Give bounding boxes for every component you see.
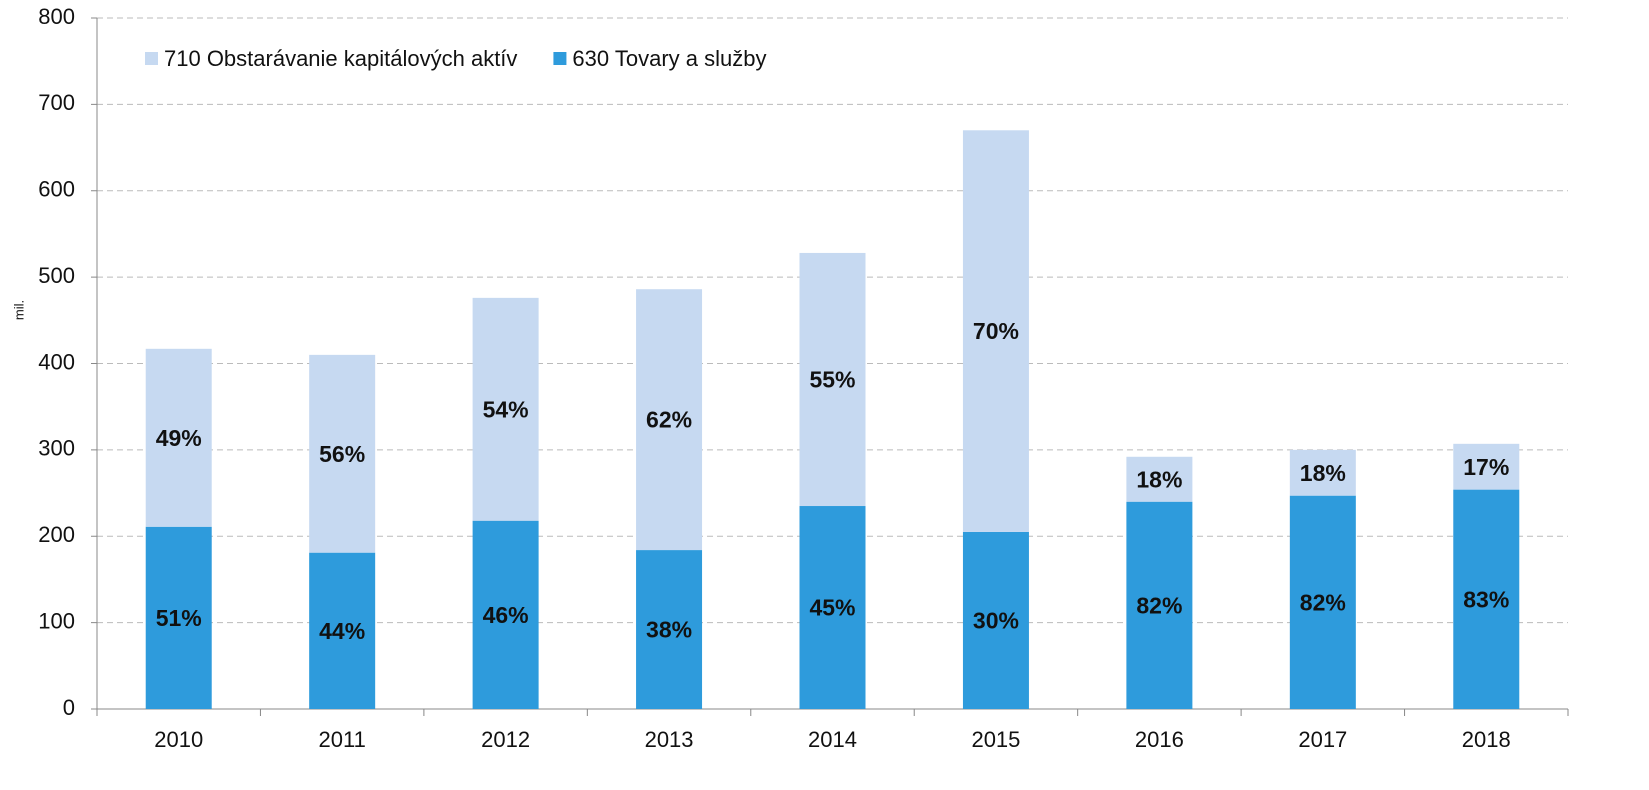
bar-segment [636, 289, 703, 551]
y-tick-label: 500 [38, 263, 75, 288]
y-tick-label: 300 [38, 436, 75, 461]
bar-segment [1453, 489, 1520, 709]
x-tick-label: 2014 [808, 727, 857, 752]
bar-segment [1453, 443, 1520, 490]
bar-segment [636, 550, 703, 709]
legend-label: 630 Tovary a služby [572, 46, 766, 71]
segment-label: 17% [1463, 454, 1509, 480]
legend-label: 710 Obstarávanie kapitálových aktív [164, 46, 517, 71]
y-tick-label: 800 [38, 4, 75, 29]
x-tick-label: 2012 [481, 727, 530, 752]
segment-label: 56% [319, 441, 365, 467]
segment-label: 45% [809, 595, 855, 621]
segment-label: 46% [483, 602, 529, 628]
bar-segment [1126, 456, 1193, 502]
x-tick-label: 2010 [154, 727, 203, 752]
bar-segment [1289, 495, 1356, 709]
y-tick-label: 100 [38, 608, 75, 633]
y-tick-label: 600 [38, 177, 75, 202]
segment-label: 55% [809, 367, 855, 393]
segment-label: 54% [483, 396, 529, 422]
segment-label: 38% [646, 617, 692, 643]
y-tick-label: 200 [38, 522, 75, 547]
bar-segment [145, 348, 212, 527]
bar-segment [962, 531, 1029, 709]
bar-segment [309, 552, 376, 709]
legend-swatch [553, 52, 567, 65]
y-tick-label: 400 [38, 349, 75, 374]
bar-segment [962, 130, 1029, 532]
bar-segment [1289, 449, 1356, 496]
x-tick-label: 2018 [1462, 727, 1511, 752]
segment-label: 49% [156, 425, 202, 451]
segment-label: 62% [646, 407, 692, 433]
x-tick-label: 2017 [1298, 727, 1347, 752]
x-tick-label: 2011 [319, 727, 366, 752]
segment-label: 82% [1300, 589, 1346, 615]
bar-segment [309, 354, 376, 553]
segment-label: 82% [1136, 592, 1182, 618]
segment-label: 83% [1463, 586, 1509, 612]
segment-label: 70% [973, 318, 1019, 344]
segment-label: 18% [1136, 466, 1182, 492]
y-tick-label: 700 [38, 90, 75, 115]
segment-label: 44% [319, 618, 365, 644]
x-tick-label: 2013 [645, 727, 694, 752]
bar-segment [1126, 501, 1193, 709]
y-tick-label: 0 [63, 695, 75, 720]
bar-segment [145, 526, 212, 709]
bar-segment [472, 297, 539, 521]
x-tick-label: 2016 [1135, 727, 1184, 752]
y-axis-label: mil. [11, 300, 26, 320]
segment-label: 51% [156, 605, 202, 631]
legend-swatch [145, 52, 158, 65]
segment-label: 30% [973, 608, 1019, 634]
bar-segment [799, 506, 866, 709]
bar-segment [799, 252, 866, 507]
bar-segment [472, 520, 539, 709]
segment-label: 18% [1300, 460, 1346, 486]
x-tick-label: 2015 [971, 727, 1020, 752]
